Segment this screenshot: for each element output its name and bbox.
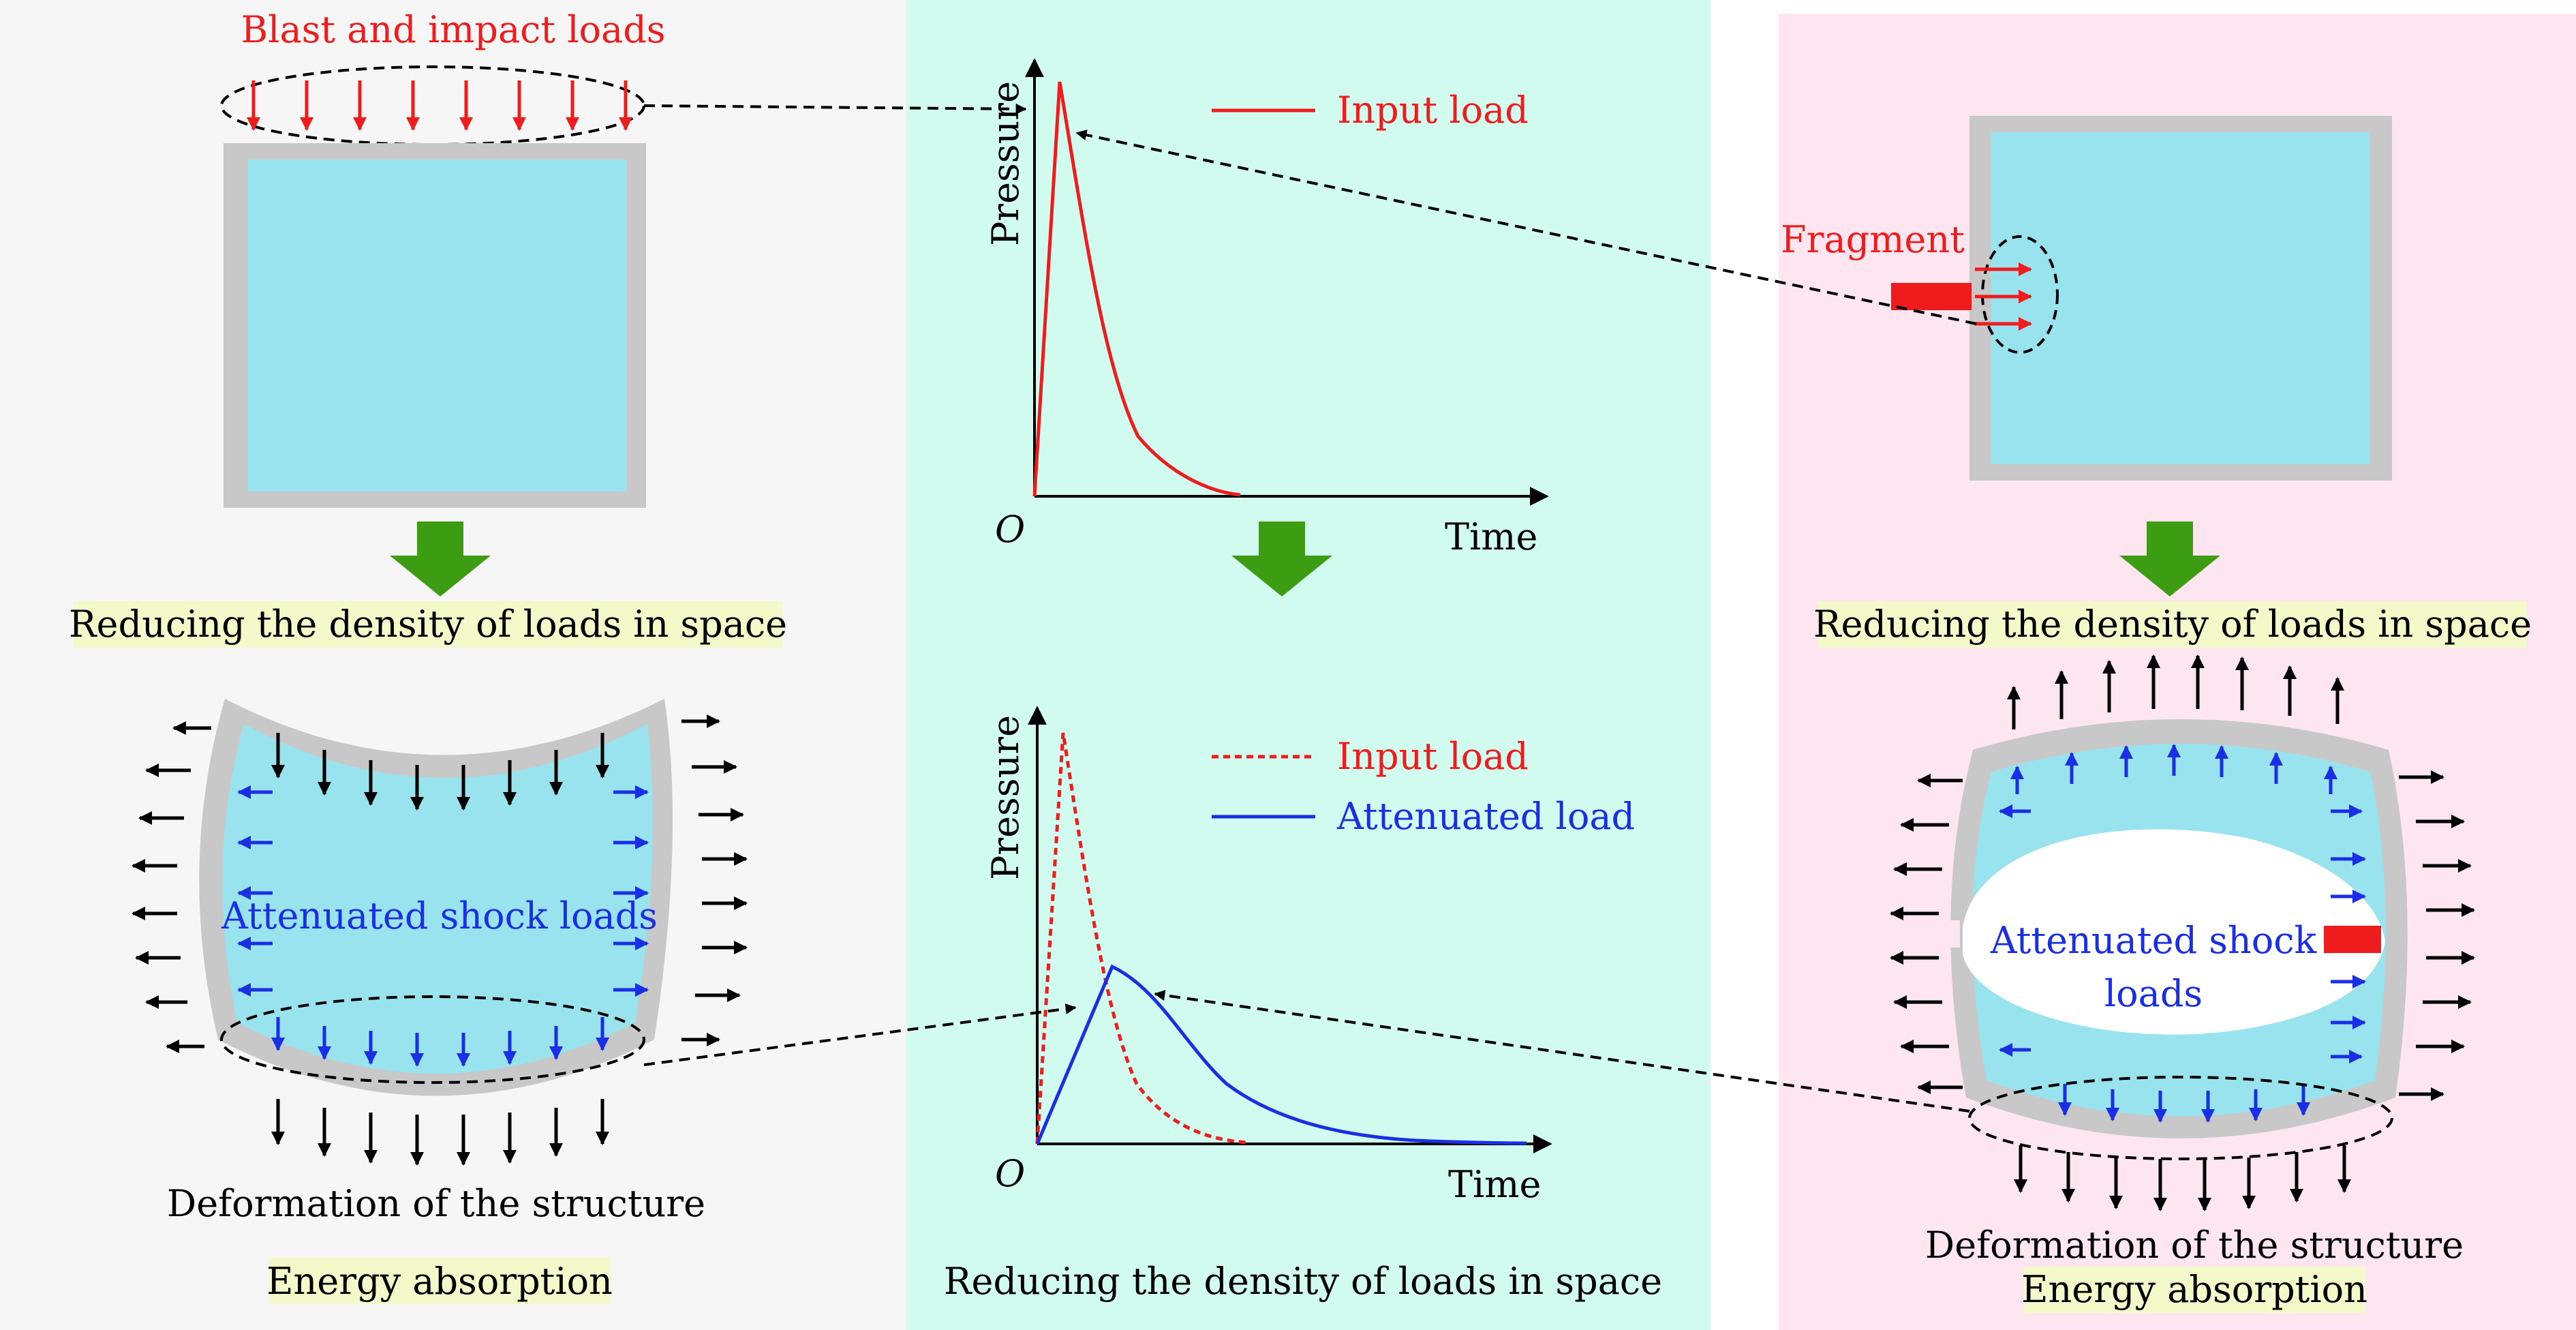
right-container-liquid — [1991, 132, 2370, 464]
bottom-chart-x-label: Time — [1448, 1163, 1541, 1206]
top-chart-x-label: Time — [1445, 515, 1537, 558]
connector-right-bottom — [1154, 990, 1970, 1113]
bottom-chart-input-load-curve — [1035, 732, 1248, 1145]
top-chart-y-label: Pressure — [984, 81, 1027, 246]
left-bottom-ellipse — [220, 995, 645, 1084]
top-chart-legend-label: Input load — [1337, 89, 1529, 132]
left-outer-side-arrows — [132, 714, 748, 1053]
right-panel: Fragment Reducing the density of loads i… — [1781, 116, 2532, 1313]
bottom-chart-legend-input: Input load — [1337, 735, 1529, 778]
left-bottom-label-2-bg — [269, 1258, 610, 1304]
down-arrow-icon — [1231, 522, 1332, 596]
right-bottom-label-1: Deformation of the structure — [1925, 1224, 2464, 1267]
bottom-chart: Pressure Time O Input load Attenuated lo… — [984, 706, 1635, 1206]
right-inner-blue-arrows — [1999, 744, 2366, 1123]
connector-left-top — [643, 103, 1027, 115]
fragment-label: Fragment — [1781, 218, 1965, 261]
left-inner-blue-down-arrows — [271, 1017, 609, 1067]
right-inner-label-1: Attenuated shock — [1990, 919, 2318, 962]
left-load-arrows — [247, 80, 632, 131]
left-bottom-label-2: Energy absorption — [266, 1260, 613, 1303]
down-arrow-icon — [2119, 522, 2220, 596]
fragment-bar — [1891, 283, 1972, 310]
right-cavity — [1963, 829, 2385, 1035]
top-chart-input-load-curve — [1032, 81, 1241, 497]
middle-bottom-label: Reducing the density of loads in space — [944, 1260, 1662, 1303]
connector-left-bottom — [643, 1003, 1077, 1066]
right-mid-label-bg — [1818, 601, 2527, 648]
left-bottom-label-1: Deformation of the structure — [167, 1182, 705, 1225]
left-mid-label: Reducing the density of loads in space — [69, 603, 787, 646]
right-bottom-label-2: Energy absorption — [2021, 1268, 2367, 1311]
right-wall-gap — [1933, 920, 1960, 948]
left-panel: Blast and impact loads Reducing the dens… — [69, 8, 787, 1304]
bottom-chart-attenuated-load-curve — [1035, 964, 1527, 1145]
left-inner-label: Attenuated shock loads — [221, 894, 658, 937]
right-outer-arrows — [1890, 654, 2475, 1211]
right-bottom-label-2-bg — [2024, 1267, 2365, 1313]
connector-right-top — [1075, 130, 1977, 325]
right-inner-label-2: loads — [2104, 972, 2203, 1015]
connector-arrows — [643, 103, 1977, 1113]
bottom-chart-origin: O — [995, 1152, 1025, 1195]
bottom-chart-y-label: Pressure — [984, 715, 1027, 880]
bottom-chart-legend-attenuated: Attenuated load — [1336, 795, 1635, 838]
left-outer-down-arrows — [271, 1099, 609, 1166]
right-fragment-inside — [2324, 926, 2381, 953]
fragment-ellipse — [1981, 235, 2059, 354]
left-inner-down-arrows — [271, 733, 609, 811]
left-inner-blue-side-arrows — [237, 785, 649, 997]
top-chart-origin: O — [995, 508, 1025, 551]
top-chart: Pressure Time O Input load — [984, 58, 1549, 558]
left-container-liquid — [248, 160, 627, 492]
left-mid-label-bg — [74, 601, 782, 648]
middle-panel-bg — [906, 0, 1711, 1330]
left-top-label: Blast and impact loads — [241, 8, 665, 51]
middle-panel: Pressure Time O Input load Pressure Time… — [944, 58, 1662, 1303]
right-mid-label: Reducing the density of loads in space — [1813, 603, 2532, 646]
left-deformed-liquid — [222, 724, 653, 1074]
down-arrow-icon — [390, 522, 491, 596]
right-bottom-ellipse — [1968, 1076, 2393, 1160]
fragment-arrows — [1975, 262, 2032, 331]
